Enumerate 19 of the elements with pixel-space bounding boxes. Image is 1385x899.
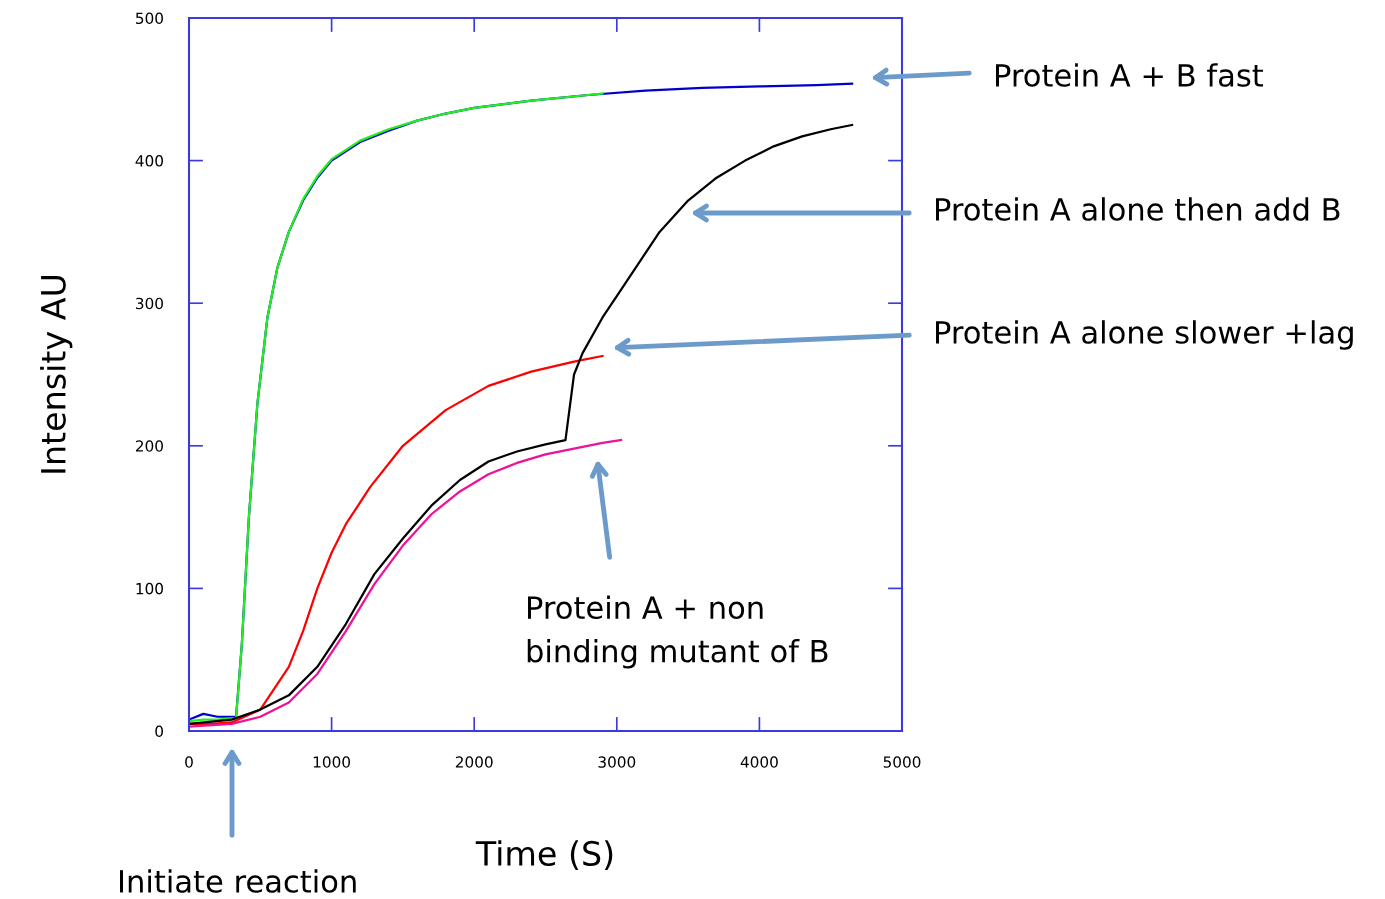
x-tick-label: 4000 [740, 756, 778, 768]
x-tick-label: 2000 [455, 756, 493, 768]
y-axis-title: Intensity AU [40, 275, 73, 473]
y-tick-label: 200 [135, 440, 163, 452]
x-tick-label: 0 [185, 756, 193, 768]
y-tick-label: 400 [135, 155, 163, 167]
y-tick-label: 300 [136, 297, 163, 310]
x-tick-label: 3000 [598, 756, 636, 768]
y-tick-label: 0 [155, 725, 163, 738]
x-axis-title: Time (S) [475, 840, 613, 870]
annotation: Protein A + non binding mutant of B [527, 595, 828, 669]
x-tick-label: 1000 [313, 756, 351, 768]
text: Protein A + B fast [996, 63, 1264, 87]
x-tick-label: 5000 [883, 756, 921, 768]
y-tick-label: 100 [136, 582, 163, 595]
y-tick-label: 500 [136, 12, 163, 25]
text: Initiate reaction [120, 869, 356, 893]
text: Protein A alone slower +lag [936, 320, 1353, 350]
text: Protein A alone then add B [936, 197, 1340, 221]
